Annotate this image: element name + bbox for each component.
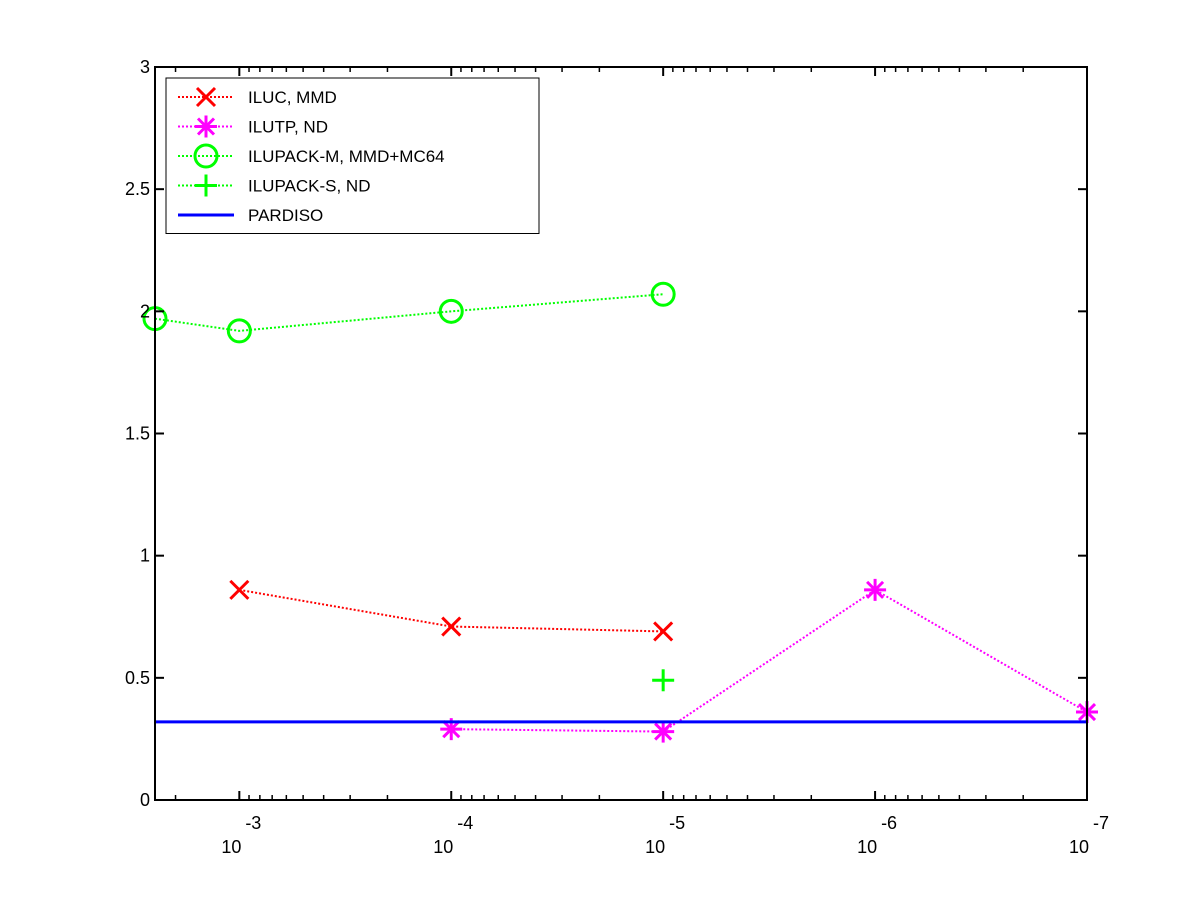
series-line-iluc-mmd bbox=[239, 588, 664, 633]
y-tick-label: 1.5 bbox=[125, 424, 150, 444]
data-point-iluc-mmd-1-stroke-b bbox=[441, 616, 462, 637]
legend-label-pardiso: PARDISO bbox=[248, 206, 323, 225]
series-ilutp-nd bbox=[440, 578, 1098, 743]
data-point-ilutp-nd-0-stroke-d2 bbox=[442, 720, 461, 739]
y-tick-label: 2 bbox=[140, 301, 150, 321]
data-point-iluc-mmd-0-stroke-b bbox=[229, 579, 250, 600]
legend-marker-ilutp-nd-stroke-d2 bbox=[196, 117, 216, 136]
legend-entry-iluc-mmd: ILUC, MMD bbox=[178, 86, 337, 108]
y-tick-label: 0.5 bbox=[125, 668, 150, 688]
data-point-ilutp-nd-2-stroke-d2 bbox=[866, 580, 885, 599]
data-point-ilupack-m-mmd-mc64-3-ring bbox=[650, 281, 676, 307]
series-line-ilutp-nd bbox=[451, 588, 1088, 733]
x-tick-label-base: 10 bbox=[221, 837, 241, 857]
data-point-iluc-mmd-2-stroke-b bbox=[653, 621, 674, 642]
legend-entry-ilupack-m-mmd-mc64: ILUPACK-M, MMD+MC64 bbox=[178, 143, 445, 169]
x-tick-label-base: 10 bbox=[1069, 837, 1089, 857]
legend: ILUC, MMD ILUTP, ND ILUPACK-M, MMD+MC64 ILU… bbox=[165, 77, 540, 234]
series-ilupack-s-nd bbox=[652, 669, 675, 692]
x-tick-label-exponent: -4 bbox=[457, 813, 473, 833]
series-line-ilupack-m-mmd-mc64 bbox=[154, 293, 664, 332]
legend-box bbox=[165, 77, 540, 234]
legend-entry-pardiso: PARDISO bbox=[178, 206, 323, 225]
y-tick-label: 0 bbox=[140, 790, 150, 810]
y-tick-label: 2.5 bbox=[125, 179, 150, 199]
x-tick-label-exponent: -7 bbox=[1093, 813, 1109, 833]
y-tick-label: 1 bbox=[140, 546, 150, 566]
legend-marker-iluc-mmd-stroke-b bbox=[195, 86, 217, 108]
data-point-ilutp-nd-1-stroke-d2 bbox=[654, 722, 673, 741]
data-point-ilupack-m-mmd-mc64-1-ring bbox=[226, 318, 252, 344]
x-tick-label-base: 10 bbox=[857, 837, 877, 857]
legend-entry-ilutp-nd: ILUTP, ND bbox=[178, 115, 328, 138]
legend-entry-ilupack-s-nd: ILUPACK-S, ND bbox=[178, 174, 371, 197]
legend-label-ilupack-s-nd: ILUPACK-S, ND bbox=[248, 177, 371, 196]
x-tick-label-exponent: -6 bbox=[881, 813, 897, 833]
series-layer bbox=[142, 281, 1098, 743]
x-tick-label-exponent: -3 bbox=[245, 813, 261, 833]
x-tick-label-base: 10 bbox=[645, 837, 665, 857]
legend-label-ilutp-nd: ILUTP, ND bbox=[248, 118, 328, 137]
data-point-ilupack-m-mmd-mc64-2-ring bbox=[438, 298, 464, 324]
legend-marker-ilupack-m-mmd-mc64-ring bbox=[193, 143, 219, 169]
x-tick-label-base: 10 bbox=[433, 837, 453, 857]
legend-label-ilupack-m-mmd-mc64: ILUPACK-M, MMD+MC64 bbox=[248, 147, 445, 166]
legend-label-iluc-mmd: ILUC, MMD bbox=[248, 88, 337, 107]
y-tick-label: 3 bbox=[140, 57, 150, 77]
series-iluc-mmd bbox=[229, 579, 674, 642]
x-tick-label-exponent: -5 bbox=[669, 813, 685, 833]
